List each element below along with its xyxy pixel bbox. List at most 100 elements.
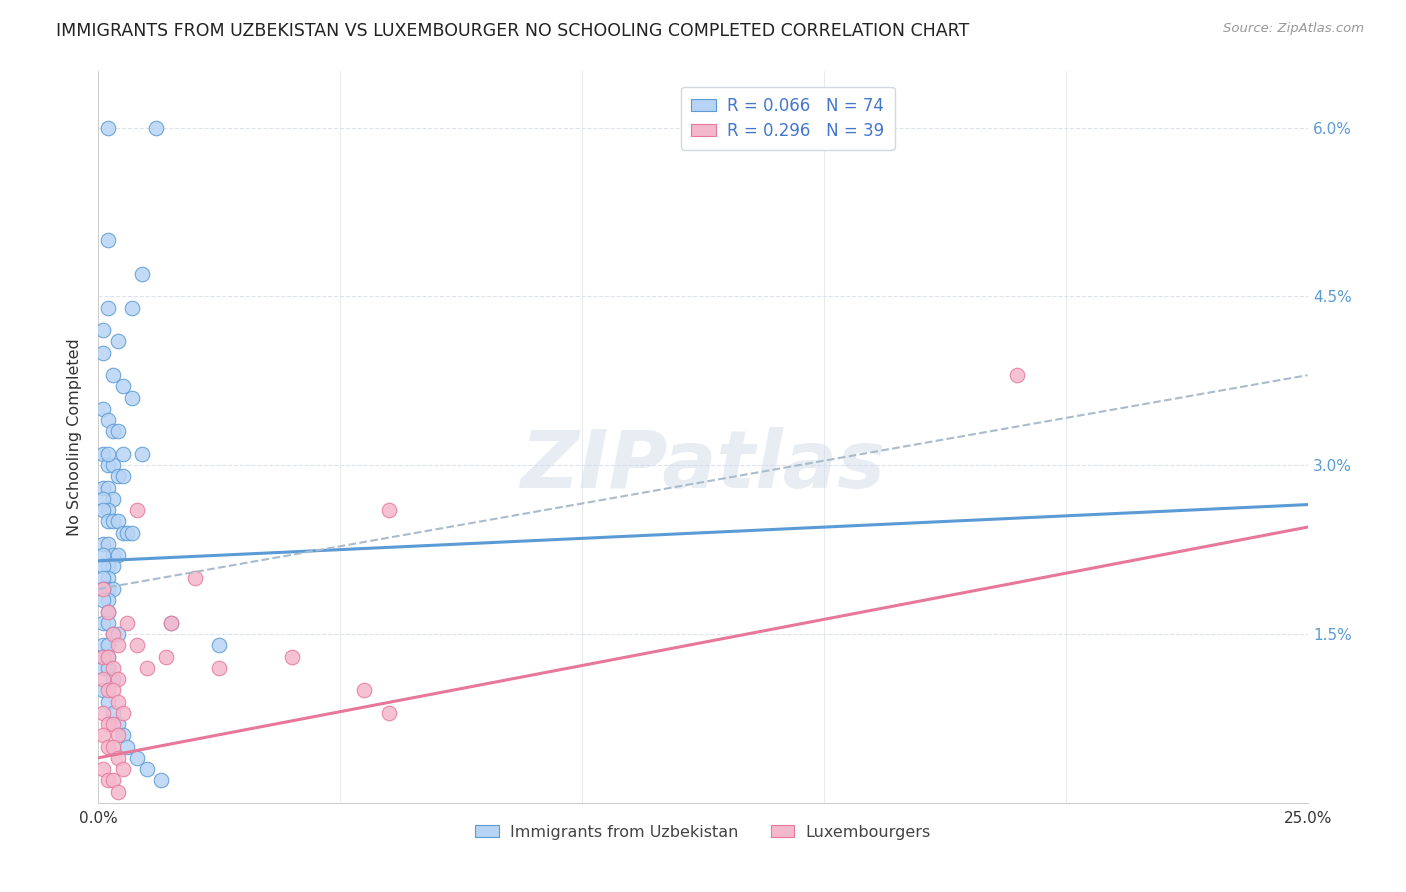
Point [107,784,129,798]
Point [131,267,153,281]
Point [97,537,120,551]
Point [91,503,114,517]
Point [160,615,183,630]
Point [101,627,124,641]
Point [97,413,120,427]
Point [97,773,120,788]
Point [91,537,114,551]
Point [97,605,120,619]
Point [377,706,399,720]
Point [91,559,114,574]
Point [127,751,149,765]
Point [1007,368,1029,383]
Point [101,458,124,473]
Point [117,739,139,754]
Point [91,582,114,596]
Point [91,683,114,698]
Point [184,571,207,585]
Point [107,627,129,641]
Y-axis label: No Schooling Completed: No Schooling Completed [67,338,83,536]
Point [107,334,129,349]
Point [91,706,114,720]
Point [97,571,120,585]
Point [91,649,114,664]
Point [97,739,120,754]
Point [107,515,129,529]
Point [101,559,124,574]
Point [97,683,120,698]
Point [97,649,120,664]
Point [155,649,177,664]
Point [97,717,120,731]
Point [160,615,183,630]
Text: IMMIGRANTS FROM UZBEKISTAN VS LUXEMBOURGER NO SCHOOLING COMPLETED CORRELATION CH: IMMIGRANTS FROM UZBEKISTAN VS LUXEMBOURG… [56,22,970,40]
Point [97,301,120,315]
Point [97,120,120,135]
Text: ZIPatlas: ZIPatlas [520,427,886,506]
Point [150,773,173,788]
Point [91,615,114,630]
Point [91,762,114,776]
Point [208,661,231,675]
Point [91,345,114,359]
Point [97,503,120,517]
Point [121,301,143,315]
Point [91,638,114,652]
Point [101,515,124,529]
Point [101,717,124,731]
Point [127,503,149,517]
Point [91,649,114,664]
Point [127,638,149,652]
Point [353,683,375,698]
Point [101,491,124,506]
Point [101,548,124,562]
Point [107,672,129,686]
Point [97,582,120,596]
Point [97,481,120,495]
Point [91,728,114,742]
Point [107,638,129,652]
Point [91,401,114,416]
Point [101,739,124,754]
Point [107,751,129,765]
Point [281,649,304,664]
Point [97,233,120,247]
Point [97,458,120,473]
Point [145,120,167,135]
Point [97,615,120,630]
Point [101,368,124,383]
Point [107,728,129,742]
Point [91,323,114,337]
Point [131,447,153,461]
Point [117,525,139,540]
Point [107,425,129,439]
Point [101,773,124,788]
Point [117,615,139,630]
Point [111,447,134,461]
Point [111,706,134,720]
Point [101,672,124,686]
Point [97,447,120,461]
Point [97,661,120,675]
Point [91,571,114,585]
Point [91,672,114,686]
Point [101,661,124,675]
Point [91,447,114,461]
Point [111,469,134,483]
Point [97,638,120,652]
Point [91,491,114,506]
Point [111,379,134,393]
Point [107,717,129,731]
Point [111,728,134,742]
Point [91,481,114,495]
Point [101,582,124,596]
Point [97,649,120,664]
Point [101,683,124,698]
Point [121,525,143,540]
Point [97,559,120,574]
Point [377,503,399,517]
Point [97,593,120,607]
Point [208,638,231,652]
Point [91,593,114,607]
Point [135,661,157,675]
